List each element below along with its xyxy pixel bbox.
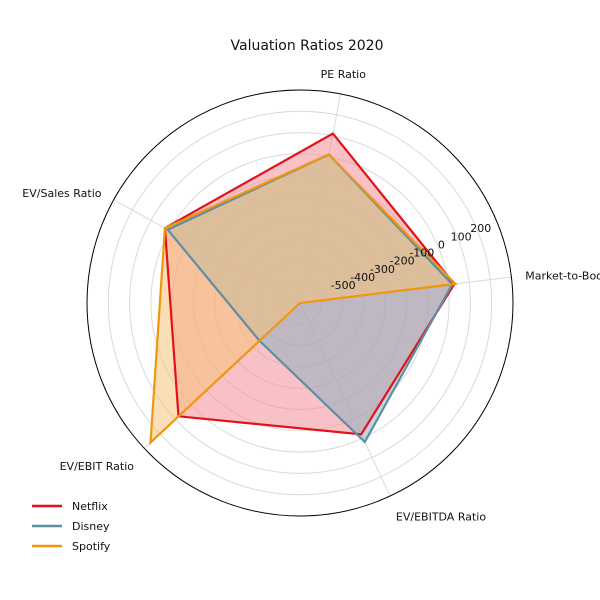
radial-tick-label: -100 [409, 247, 434, 260]
axis-label: Market-to-Book Ratio [525, 269, 600, 282]
axis-label: EV/EBITDA Ratio [396, 511, 486, 524]
series-line [149, 153, 458, 446]
legend-label: Disney [72, 520, 110, 533]
axis-labels: Market-to-Book Ratio PE Ratio EV/Sales Rat… [22, 68, 600, 524]
axis-label: EV/Sales Ratio [22, 187, 101, 200]
legend-label: Netflix [72, 500, 108, 513]
series-fills [150, 133, 456, 443]
grid-circle [129, 132, 471, 474]
radial-tick-label: -500 [331, 279, 356, 292]
series-line [163, 132, 456, 436]
axis-label: PE Ratio [321, 68, 367, 81]
radial-tick-label: -400 [350, 271, 375, 284]
chart-title: Valuation Ratios 2020 [231, 38, 384, 54]
legend-label: Spotify [72, 540, 111, 553]
radial-tick-label: -200 [390, 255, 415, 268]
grid-circle [107, 110, 493, 496]
legend: Netflix Disney Spotify [32, 500, 111, 553]
series-lines [149, 132, 458, 446]
axis-label: EV/EBIT Ratio [60, 460, 135, 473]
radial-tick-label: 0 [438, 238, 445, 251]
radial-tick-label: -300 [370, 263, 395, 276]
radial-tick-label: 200 [470, 222, 491, 235]
outer-frame [86, 89, 514, 517]
radial-tick-label: 100 [451, 230, 472, 243]
